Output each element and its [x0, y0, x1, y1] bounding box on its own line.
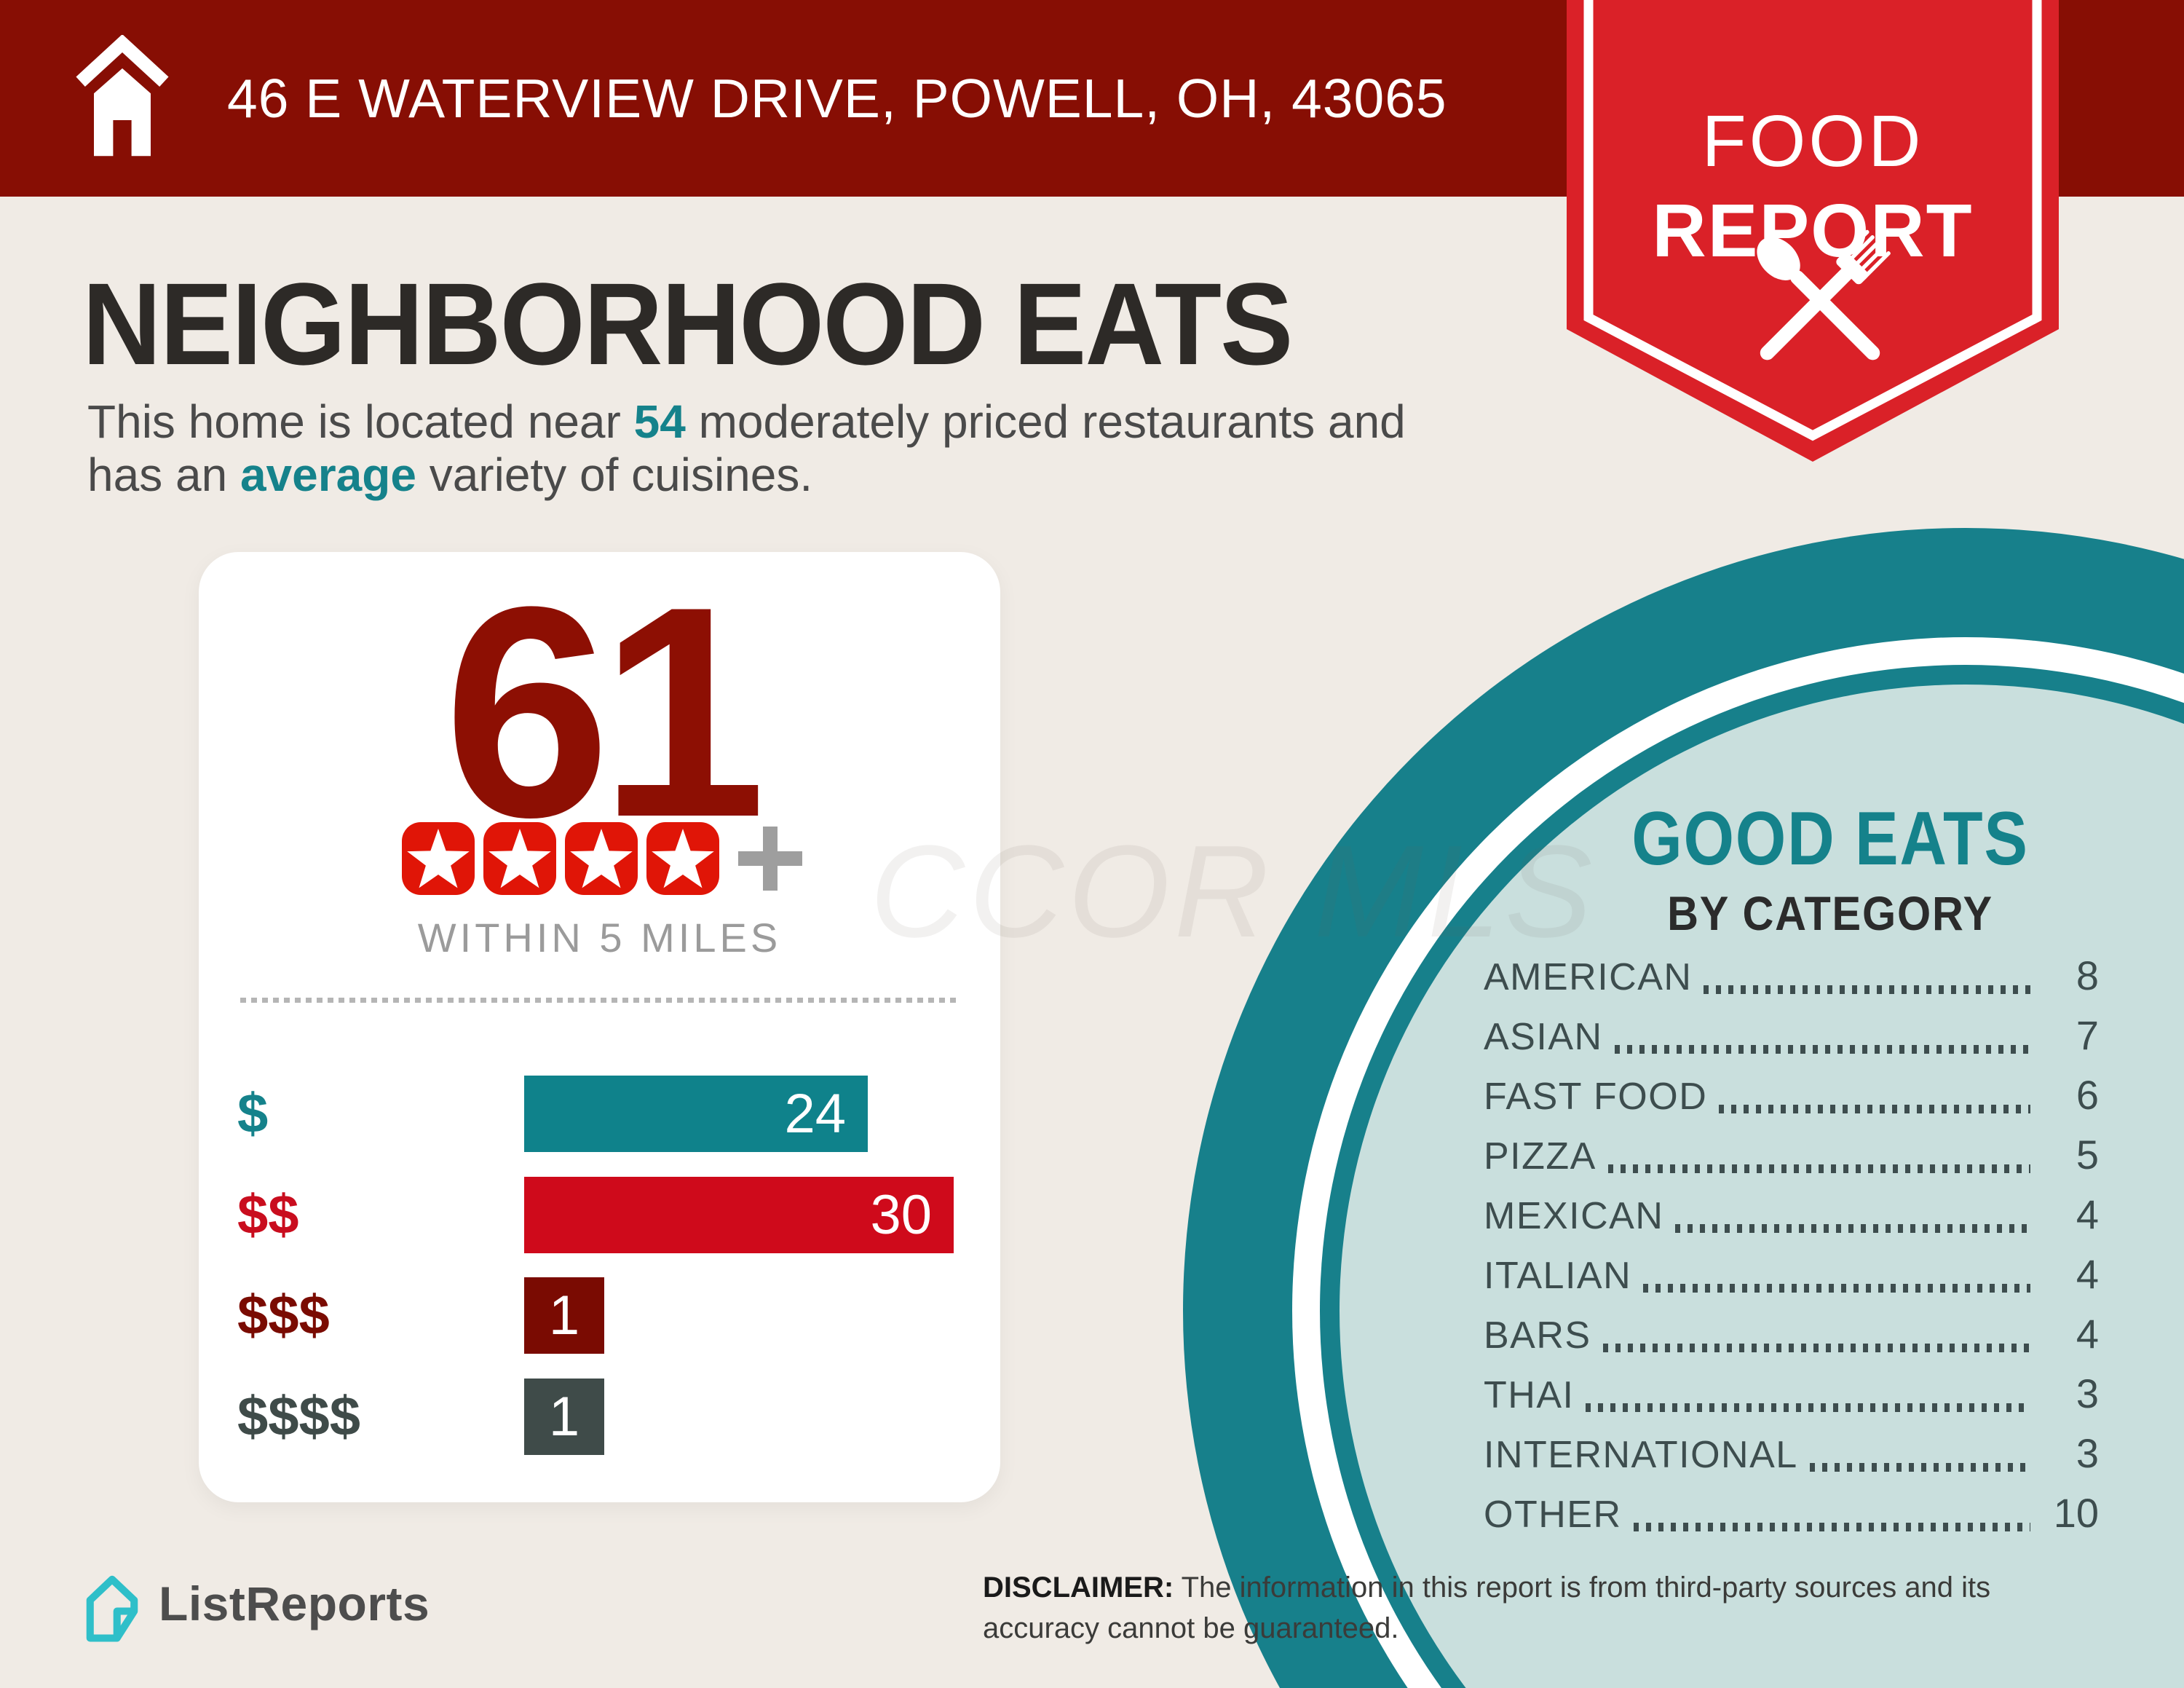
price-tier-row: $$$ 1 — [199, 1277, 1000, 1354]
category-label: INTERNATIONAL — [1484, 1434, 1798, 1476]
intro-part2: moderately priced restaurants and — [685, 395, 1406, 448]
price-tier-bar: 24 — [524, 1076, 868, 1152]
disclaimer-line-2: accuracy cannot be guaranteed. — [983, 1608, 1990, 1649]
home-icon — [76, 35, 169, 157]
category-row: BARS 4 — [1484, 1306, 2099, 1366]
food-report-ribbon: FOOD REPORT — [1567, 0, 2059, 462]
good-eats-heading: GOOD EATS BY CATEGORY — [1539, 797, 2121, 941]
category-value: 3 — [2076, 1370, 2099, 1416]
price-tier-row: $24 — [199, 1076, 1000, 1152]
disclaimer-label: DISCLAIMER: — [983, 1571, 1174, 1604]
brand-name: ListReports — [159, 1577, 430, 1630]
radius-label: WITHIN 5 MILES — [417, 915, 782, 961]
mls-watermark: CCOR MLS — [870, 819, 1597, 965]
intro-line-2: has an average variety of cuisines. — [87, 449, 1406, 502]
category-label: ASIAN — [1484, 1016, 1603, 1058]
dotted-leader — [1704, 985, 2030, 994]
category-row: ITALIAN 4 — [1484, 1247, 2099, 1306]
category-label: OTHER — [1484, 1494, 1622, 1536]
price-tier-label: $$$$ — [237, 1386, 361, 1448]
ribbon-line2: REPORT — [1652, 189, 1973, 272]
dotted-leader — [1602, 1344, 2030, 1352]
intro-line-1: This home is located near 54 moderately … — [87, 395, 1406, 449]
restaurant-count: 54 — [633, 395, 686, 448]
category-label: BARS — [1484, 1314, 1591, 1357]
category-row: MEXICAN 4 — [1484, 1187, 2099, 1247]
category-value: 7 — [2076, 1012, 2099, 1058]
price-tier-bar: 1 — [524, 1277, 604, 1354]
category-label: PIZZA — [1484, 1135, 1597, 1178]
price-tier-label: $$$ — [237, 1285, 330, 1346]
price-tier-bar: 1 — [524, 1379, 604, 1455]
intro-text: This home is located near 54 moderately … — [87, 395, 1406, 502]
good-eats-title: GOOD EATS — [1631, 797, 2029, 881]
category-row: PIZZA 5 — [1484, 1127, 2099, 1187]
category-value: 4 — [2076, 1311, 2099, 1357]
star-icon — [646, 822, 719, 895]
price-tier-value: 30 — [870, 1183, 932, 1246]
price-tier-bar: 30 — [524, 1177, 954, 1253]
dotted-leader — [1614, 1045, 2030, 1054]
category-label: THAI — [1484, 1374, 1575, 1416]
dotted-leader — [1633, 1523, 2030, 1531]
category-row: OTHER 10 — [1484, 1486, 2099, 1545]
disclaimer-line-1: DISCLAIMER: The information in this repo… — [983, 1567, 1990, 1608]
listreports-brand: ListReports — [82, 1573, 430, 1646]
category-value: 3 — [2076, 1430, 2099, 1476]
dotted-leader — [1643, 1284, 2030, 1293]
page-title: NEIGHBORHOOD EATS — [82, 259, 1293, 389]
category-label: MEXICAN — [1484, 1195, 1664, 1237]
dotted-leader — [1607, 1164, 2030, 1173]
category-row: ASIAN 7 — [1484, 1008, 2099, 1068]
category-row: FAST FOOD 6 — [1484, 1068, 2099, 1127]
price-tier-row: $$$$ 1 — [199, 1379, 1000, 1455]
disclaimer: DISCLAIMER: The information in this repo… — [983, 1567, 1990, 1649]
category-value: 10 — [2053, 1490, 2099, 1536]
category-value: 8 — [2076, 953, 2099, 998]
category-label: AMERICAN — [1484, 956, 1693, 998]
score-card: 61 WITHIN 5 MILES $24 $$ 30 $$$ 1 $$$$ 1 — [199, 552, 1000, 1502]
category-row: THAI 3 — [1484, 1366, 2099, 1426]
stars-row — [199, 820, 1000, 897]
price-tier-value: 24 — [784, 1082, 846, 1145]
price-tier-label: $$ — [237, 1184, 299, 1246]
intro-part3: has an — [87, 449, 240, 501]
restaurant-score: 61 — [443, 545, 766, 880]
intro-part1: This home is located near — [87, 395, 634, 448]
dotted-leader — [1675, 1224, 2030, 1233]
dotted-leader — [1719, 1105, 2030, 1113]
dotted-leader — [1809, 1463, 2030, 1472]
category-list: AMERICAN 8 ASIAN 7 FAST FOOD 6 PIZZA 5 MEXICAN 4 I… — [1484, 948, 2099, 1545]
spoon-fork-icon — [1757, 229, 1891, 360]
category-row: AMERICAN 8 — [1484, 948, 2099, 1008]
price-tier-value: 1 — [548, 1385, 580, 1448]
disclaimer-text-1: The information in this report is from t… — [1174, 1571, 1991, 1604]
price-tier-row: $$ 30 — [199, 1177, 1000, 1253]
good-eats-subtitle: BY CATEGORY — [1667, 886, 1993, 941]
intro-part4: variety of cuisines. — [416, 449, 813, 501]
category-row: INTERNATIONAL 3 — [1484, 1426, 2099, 1486]
ribbon-line1: FOOD — [1702, 100, 1924, 182]
category-value: 4 — [2076, 1251, 2099, 1297]
property-address: 46 E WATERVIEW DRIVE, POWELL, OH, 43065 — [227, 68, 1447, 129]
price-tier-label: $ — [237, 1083, 269, 1145]
star-icon — [483, 822, 556, 895]
star-icon — [401, 822, 475, 895]
disclaimer-text-2: accuracy cannot be guaranteed. — [983, 1612, 1399, 1644]
category-value: 5 — [2076, 1132, 2099, 1178]
price-tier-value: 1 — [548, 1284, 580, 1346]
dotted-leader — [1586, 1403, 2030, 1412]
category-value: 6 — [2076, 1072, 2099, 1118]
plus-icon — [737, 827, 802, 891]
dashed-divider — [240, 998, 959, 1003]
star-icon — [564, 822, 638, 895]
category-label: FAST FOOD — [1484, 1076, 1708, 1118]
variety-rating: average — [240, 449, 416, 501]
category-value: 4 — [2076, 1191, 2099, 1237]
listreports-logo-icon — [86, 1575, 138, 1642]
category-label: ITALIAN — [1484, 1255, 1632, 1297]
